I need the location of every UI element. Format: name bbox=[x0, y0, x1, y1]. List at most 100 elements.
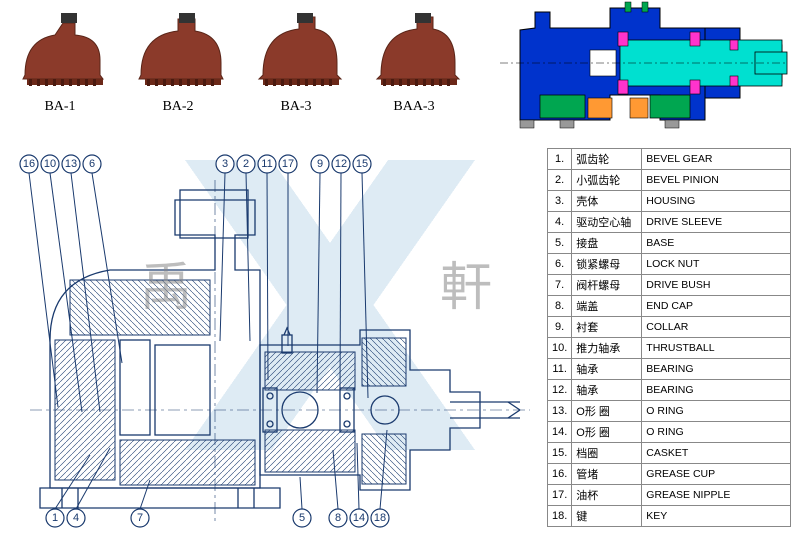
table-row: 3. 壳体 HOUSING bbox=[548, 191, 791, 212]
part-name-en: BEVEL PINION bbox=[642, 170, 791, 191]
product-label: BA-2 bbox=[162, 99, 193, 115]
svg-text:7: 7 bbox=[137, 512, 143, 524]
part-name-cn: 键 bbox=[572, 506, 642, 527]
product-thumbnail: BA-3 bbox=[241, 5, 351, 130]
product-label: BA-3 bbox=[280, 99, 311, 115]
part-name-en: DRIVE BUSH bbox=[642, 275, 791, 296]
part-number: 6. bbox=[548, 254, 572, 275]
product-image bbox=[359, 5, 469, 95]
table-row: 18. 键 KEY bbox=[548, 506, 791, 527]
part-number: 8. bbox=[548, 296, 572, 317]
part-name-en: COLLAR bbox=[642, 317, 791, 338]
parts-table: 1. 弧齿轮 BEVEL GEAR 2. 小弧齿轮 BEVEL PINION 3… bbox=[547, 148, 791, 527]
watermark-char-left: 禹 bbox=[140, 245, 192, 320]
part-name-cn: 衬套 bbox=[572, 317, 642, 338]
svg-text:12: 12 bbox=[335, 158, 347, 170]
table-row: 11. 轴承 BEARING bbox=[548, 359, 791, 380]
part-number: 3. bbox=[548, 191, 572, 212]
table-row: 2. 小弧齿轮 BEVEL PINION bbox=[548, 170, 791, 191]
part-name-en: O RING bbox=[642, 422, 791, 443]
product-label: BAA-3 bbox=[393, 99, 434, 115]
part-name-cn: 驱动空心轴 bbox=[572, 212, 642, 233]
svg-text:14: 14 bbox=[353, 512, 365, 524]
part-name-cn: 管堵 bbox=[572, 464, 642, 485]
product-image bbox=[5, 5, 115, 95]
table-row: 4. 驱动空心轴 DRIVE SLEEVE bbox=[548, 212, 791, 233]
svg-text:5: 5 bbox=[299, 512, 305, 524]
part-name-cn: 油杯 bbox=[572, 485, 642, 506]
part-number: 10. bbox=[548, 338, 572, 359]
part-name-cn: 端盖 bbox=[572, 296, 642, 317]
part-name-cn: O形 圈 bbox=[572, 422, 642, 443]
svg-text:8: 8 bbox=[335, 512, 341, 524]
table-row: 13. O形 圈 O RING bbox=[548, 401, 791, 422]
part-name-en: END CAP bbox=[642, 296, 791, 317]
product-thumbnail: BAA-3 bbox=[359, 5, 469, 130]
svg-text:4: 4 bbox=[73, 512, 79, 524]
table-row: 7. 阀杆螺母 DRIVE BUSH bbox=[548, 275, 791, 296]
part-number: 7. bbox=[548, 275, 572, 296]
part-name-en: BASE bbox=[642, 233, 791, 254]
part-name-en: HOUSING bbox=[642, 191, 791, 212]
part-number: 1. bbox=[548, 149, 572, 170]
table-row: 14. O形 圈 O RING bbox=[548, 422, 791, 443]
bottom-row: 161013632111791215 147581418 1. 弧齿轮 BEVE… bbox=[0, 130, 795, 550]
svg-text:18: 18 bbox=[374, 512, 386, 524]
part-number: 12. bbox=[548, 380, 572, 401]
part-name-cn: 接盘 bbox=[572, 233, 642, 254]
svg-text:11: 11 bbox=[261, 158, 272, 170]
part-name-en: THRUSTBALL bbox=[642, 338, 791, 359]
part-name-en: BEVEL GEAR bbox=[642, 149, 791, 170]
part-name-cn: 锁紧螺母 bbox=[572, 254, 642, 275]
part-name-cn: 推力轴承 bbox=[572, 338, 642, 359]
part-name-en: LOCK NUT bbox=[642, 254, 791, 275]
svg-text:13: 13 bbox=[65, 158, 77, 170]
part-name-cn: 壳体 bbox=[572, 191, 642, 212]
part-number: 16. bbox=[548, 464, 572, 485]
table-row: 6. 锁紧螺母 LOCK NUT bbox=[548, 254, 791, 275]
technical-drawing: 161013632111791215 147581418 bbox=[0, 130, 545, 550]
part-name-cn: 轴承 bbox=[572, 359, 642, 380]
table-row: 12. 轴承 BEARING bbox=[548, 380, 791, 401]
part-name-en: KEY bbox=[642, 506, 791, 527]
table-row: 9. 衬套 COLLAR bbox=[548, 317, 791, 338]
product-image bbox=[123, 5, 233, 95]
table-row: 1. 弧齿轮 BEVEL GEAR bbox=[548, 149, 791, 170]
svg-text:10: 10 bbox=[44, 158, 56, 170]
part-number: 13. bbox=[548, 401, 572, 422]
part-number: 18. bbox=[548, 506, 572, 527]
part-name-en: DRIVE SLEEVE bbox=[642, 212, 791, 233]
part-name-en: BEARING bbox=[642, 359, 791, 380]
part-name-cn: 弧齿轮 bbox=[572, 149, 642, 170]
product-thumbnail-strip: BA-1 BA-2 BA-3 bbox=[0, 0, 490, 130]
part-name-cn: 档圈 bbox=[572, 443, 642, 464]
svg-text:9: 9 bbox=[317, 158, 323, 170]
svg-text:2: 2 bbox=[243, 158, 249, 170]
svg-text:16: 16 bbox=[23, 158, 35, 170]
table-row: 5. 接盘 BASE bbox=[548, 233, 791, 254]
top-row: BA-1 BA-2 BA-3 bbox=[0, 0, 795, 130]
table-row: 10. 推力轴承 THRUSTBALL bbox=[548, 338, 791, 359]
part-name-cn: 轴承 bbox=[572, 380, 642, 401]
svg-text:6: 6 bbox=[89, 158, 95, 170]
svg-text:15: 15 bbox=[356, 158, 368, 170]
product-image bbox=[241, 5, 351, 95]
svg-text:1: 1 bbox=[52, 512, 58, 524]
part-name-cn: O形 圈 bbox=[572, 401, 642, 422]
part-name-en: GREASE CUP bbox=[642, 464, 791, 485]
watermark-char-right: 軒 bbox=[440, 245, 492, 320]
part-number: 9. bbox=[548, 317, 572, 338]
part-number: 5. bbox=[548, 233, 572, 254]
table-row: 17. 油杯 GREASE NIPPLE bbox=[548, 485, 791, 506]
product-thumbnail: BA-2 bbox=[123, 5, 233, 130]
part-name-en: CASKET bbox=[642, 443, 791, 464]
product-label: BA-1 bbox=[44, 99, 75, 115]
part-number: 15. bbox=[548, 443, 572, 464]
part-name-cn: 阀杆螺母 bbox=[572, 275, 642, 296]
table-row: 8. 端盖 END CAP bbox=[548, 296, 791, 317]
product-thumbnail: BA-1 bbox=[5, 5, 115, 130]
part-name-cn: 小弧齿轮 bbox=[572, 170, 642, 191]
part-number: 17. bbox=[548, 485, 572, 506]
part-number: 11. bbox=[548, 359, 572, 380]
svg-text:3: 3 bbox=[222, 158, 228, 170]
